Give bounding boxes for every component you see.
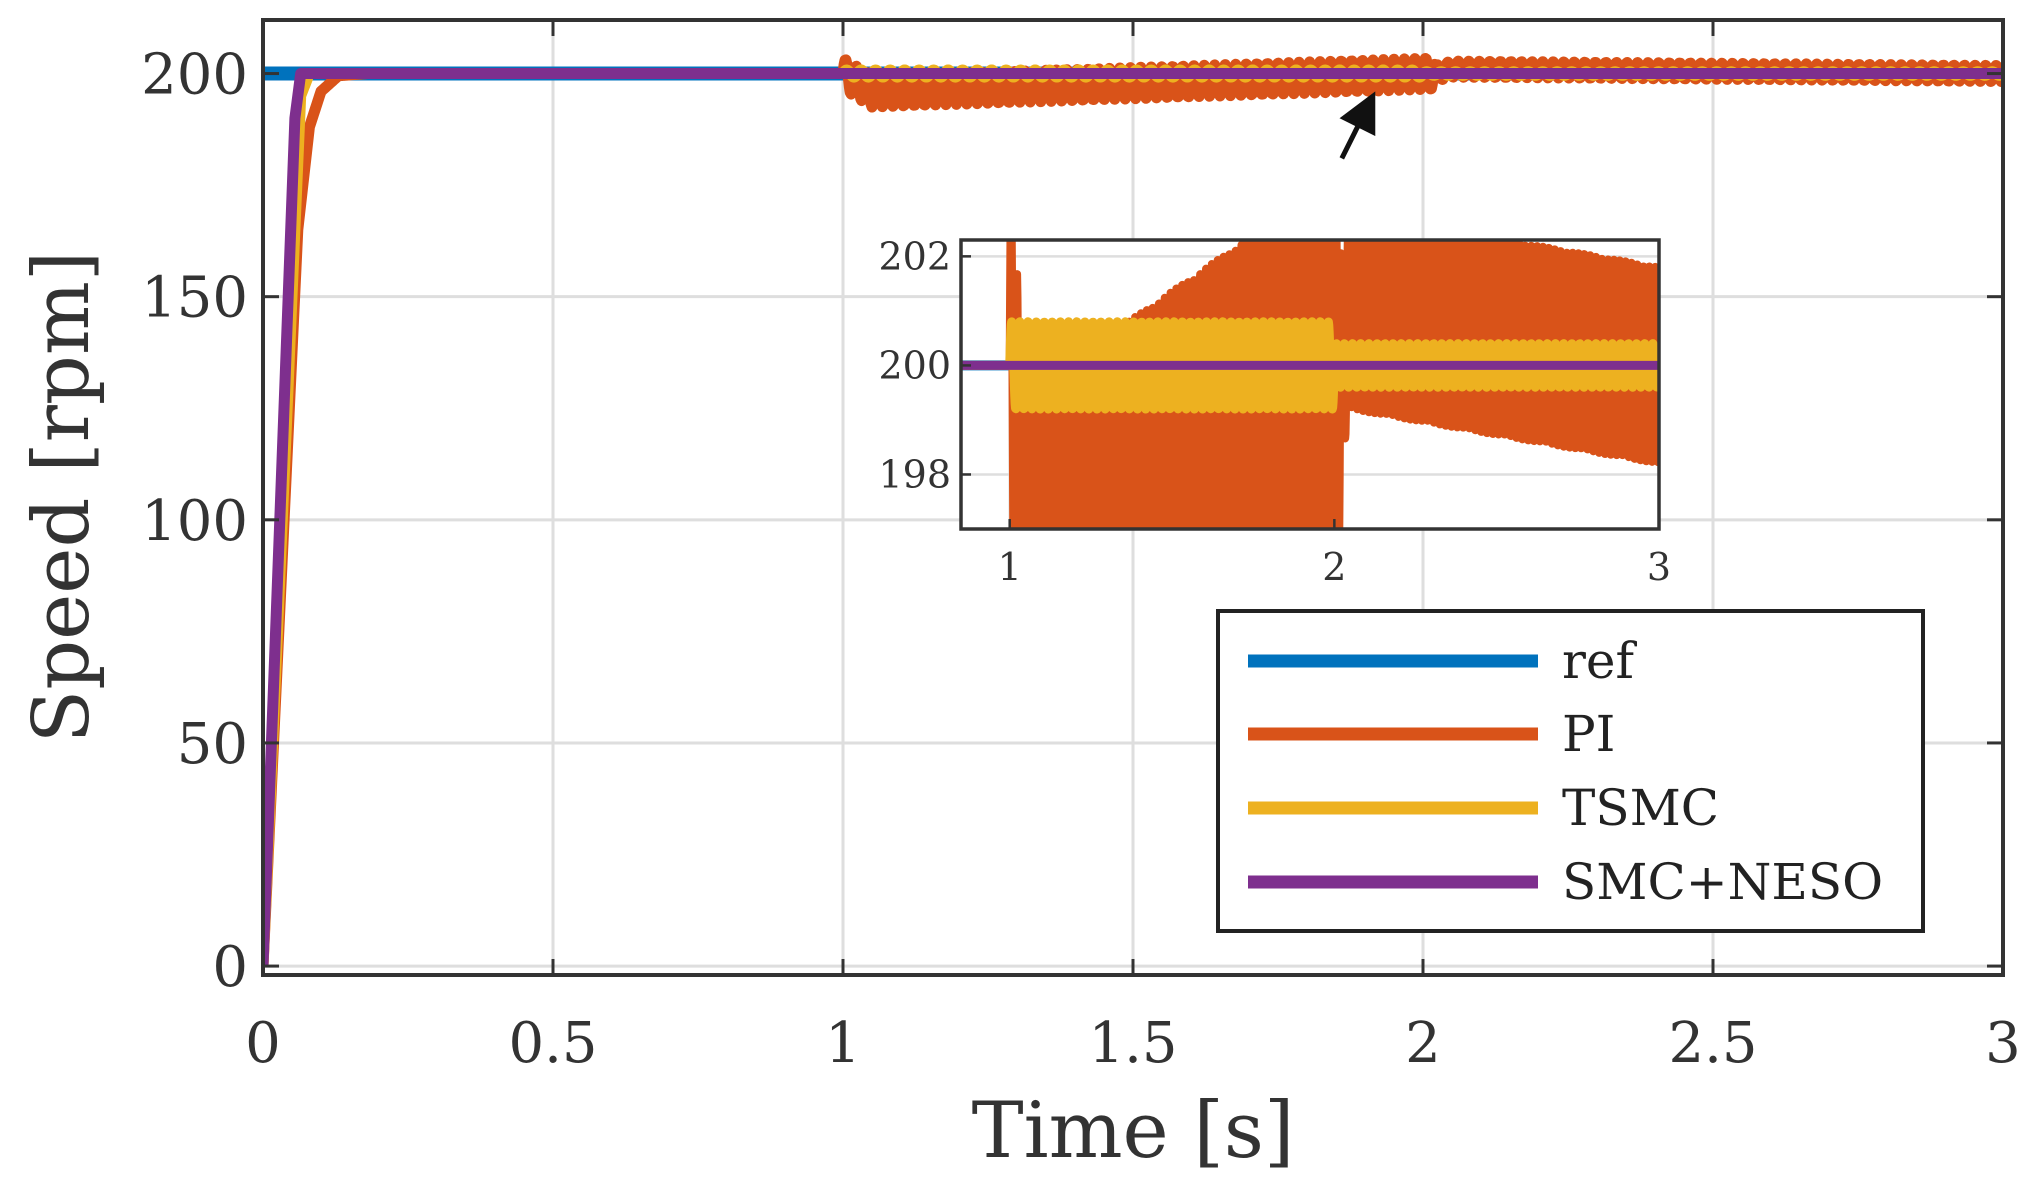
inset-frame [959, 238, 1661, 531]
y-tick-label: 150 [141, 266, 248, 331]
y-tick-label: 200 [141, 43, 248, 108]
y-tick-label: 50 [177, 712, 248, 777]
inset-series-pi [961, 240, 1659, 529]
x-tick-label: 0 [245, 1011, 281, 1076]
zoom-arrow [1339, 91, 1376, 160]
x-tick-label: 2 [1405, 1011, 1441, 1076]
x-tick-label: 0.5 [508, 1011, 597, 1076]
inset-x-tick-label: 2 [1322, 545, 1346, 589]
legend-label-pi: PI [1562, 705, 1615, 763]
y-tick-label: 0 [212, 935, 248, 1000]
inset-x-tick-label: 3 [1647, 545, 1671, 589]
inset-x-tick-label: 1 [998, 545, 1022, 589]
x-axis-label: Time [s] [972, 1086, 1295, 1176]
series-smc-neso [263, 68, 2003, 967]
y-tick-label: 100 [141, 489, 248, 554]
legend-label-ref: ref [1562, 632, 1637, 690]
x-tick-label: 1 [825, 1011, 861, 1076]
main-ticks: 0 0.5 1 1.5 2 2.5 3 0 50 100 150 200 [141, 20, 2021, 1076]
inset-y-tick-label: 198 [878, 452, 951, 496]
x-tick-label: 1.5 [1088, 1011, 1177, 1076]
legend-label-tsmc: TSMC [1562, 779, 1719, 837]
inset-y-tick-label: 200 [878, 343, 951, 387]
legend-label-smc-neso: SMC+NESO [1562, 853, 1883, 911]
inset-series-tsmc [961, 317, 1659, 414]
inset-ticks: 1 2 3 198 200 202 [878, 234, 1671, 589]
legend: ref PI TSMC SMC+NESO [1216, 609, 1925, 933]
inset-y-tick-label: 202 [878, 234, 951, 278]
inset-series [961, 240, 1659, 529]
x-tick-label: 2.5 [1668, 1011, 1757, 1076]
inset-zoom: 1 2 3 198 200 202 [878, 234, 1671, 589]
main-series [263, 53, 2003, 967]
x-tick-label: 3 [1985, 1011, 2021, 1076]
y-axis-label: Speed [rpm] [17, 251, 107, 743]
